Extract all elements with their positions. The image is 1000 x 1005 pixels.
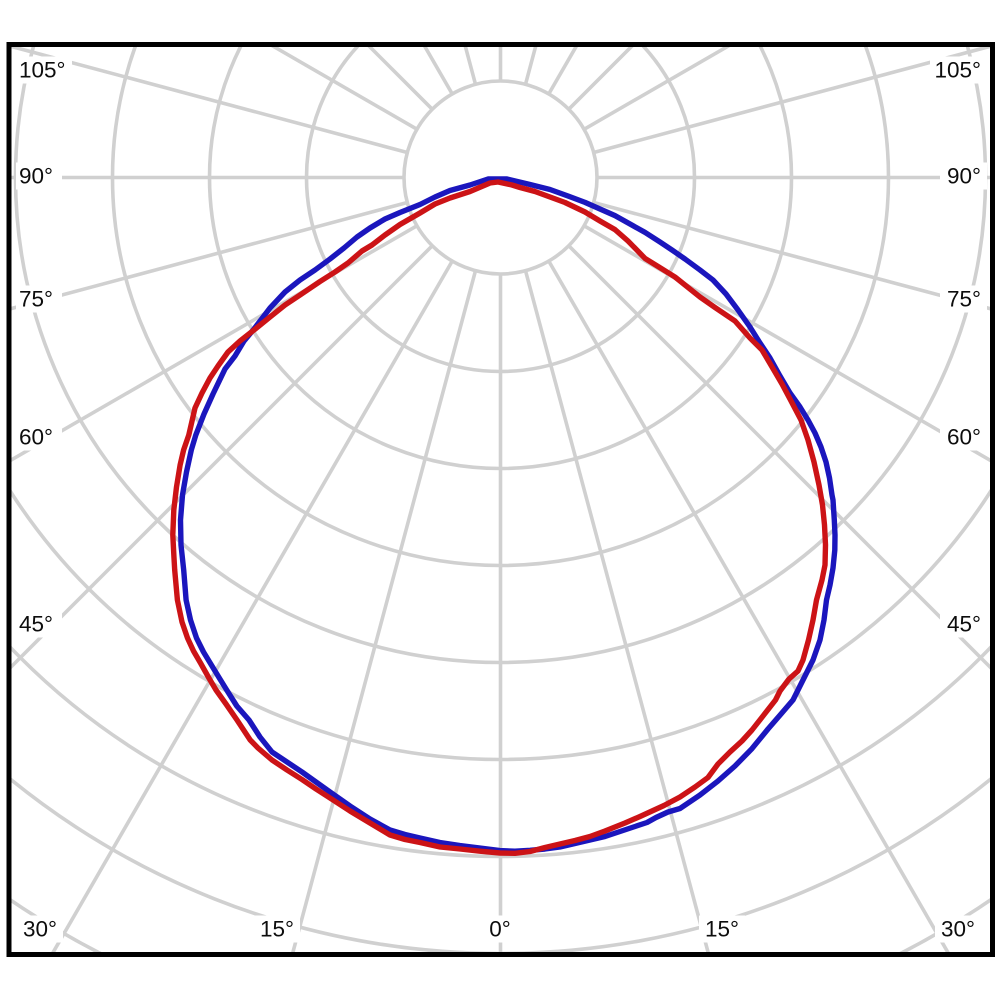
svg-text:45°: 45° [19, 612, 53, 637]
svg-text:75°: 75° [19, 287, 53, 312]
svg-text:0°: 0° [489, 917, 511, 942]
svg-text:75°: 75° [947, 287, 981, 312]
svg-text:30°: 30° [941, 917, 975, 942]
svg-text:90°: 90° [947, 164, 981, 189]
svg-text:15°: 15° [705, 917, 739, 942]
svg-text:60°: 60° [947, 425, 981, 450]
svg-text:105°: 105° [19, 58, 66, 83]
svg-text:105°: 105° [934, 58, 981, 83]
svg-text:45°: 45° [947, 612, 981, 637]
svg-text:90°: 90° [19, 164, 53, 189]
svg-text:15°: 15° [260, 917, 294, 942]
svg-text:60°: 60° [19, 425, 53, 450]
svg-text:30°: 30° [23, 917, 57, 942]
